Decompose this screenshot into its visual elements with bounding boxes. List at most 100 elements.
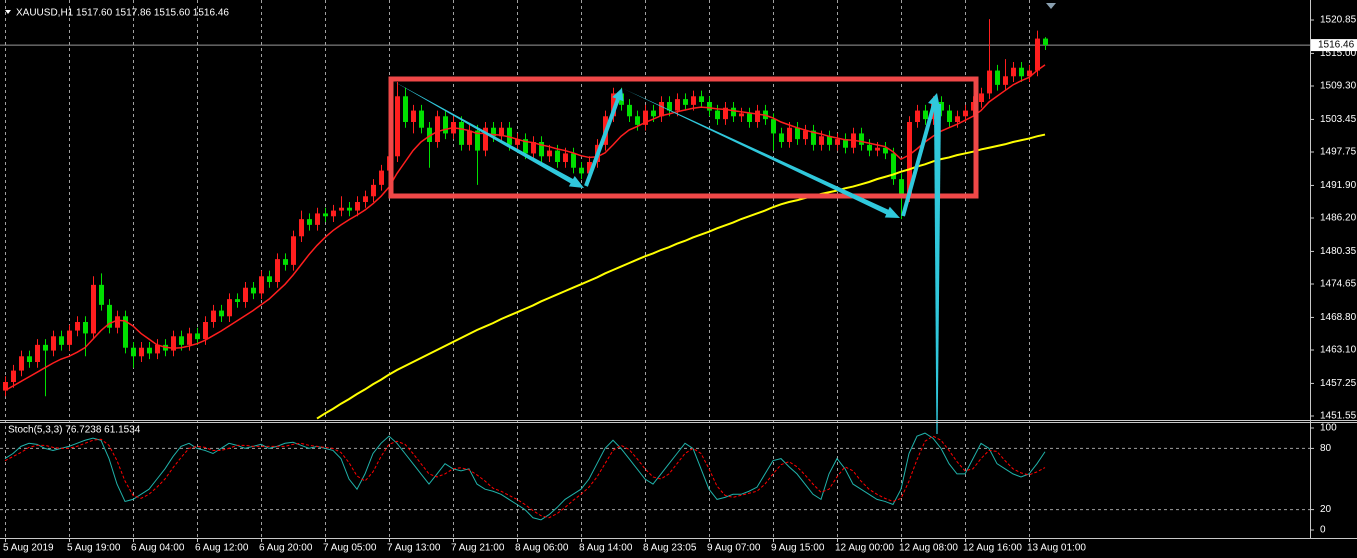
y-tick-label: 0 (1320, 525, 1326, 536)
candle-body (43, 344, 48, 351)
candle-body (699, 96, 704, 102)
candle-body (331, 210, 336, 217)
candle-body (1027, 70, 1032, 77)
candle-body (91, 284, 96, 334)
candle-body (987, 70, 992, 94)
candle-body (515, 139, 520, 145)
candle-body (979, 93, 984, 102)
candle-body (235, 299, 240, 302)
menu-triangle (5, 10, 11, 14)
line-series (4, 64, 1046, 392)
candle-body (899, 179, 904, 197)
candle-body (179, 336, 184, 345)
candle-body (547, 150, 552, 157)
candle-body (883, 147, 888, 154)
y-tick-label: 1515.00 (1320, 48, 1357, 59)
candle-body (843, 139, 848, 148)
candle-body (707, 102, 712, 111)
y-tick-label: 1463.10 (1320, 345, 1357, 356)
grid-layer (0, 0, 1310, 538)
candle-body (171, 336, 176, 351)
x-tick-label: 8 Aug 06:00 (515, 543, 569, 554)
candle-body (131, 347, 136, 357)
x-tick-label: 6 Aug 12:00 (195, 543, 249, 554)
line-series (316, 133, 1046, 420)
candle-body (195, 333, 200, 340)
y-tick-label: 1497.75 (1320, 147, 1357, 158)
candle-body (267, 276, 272, 282)
candle-body (35, 344, 40, 362)
candle-body (579, 167, 584, 174)
candle-body (339, 207, 344, 211)
candle-body (963, 110, 968, 117)
candle-body (3, 382, 8, 391)
arrow-up-2 (901, 103, 936, 217)
candle-body (251, 287, 256, 294)
arrow-up-1 (584, 98, 620, 187)
x-tick-label: 5 Aug 2019 (3, 543, 54, 554)
candle-body (155, 344, 160, 354)
candle-body (283, 259, 288, 265)
line-series (4, 435, 1046, 519)
candle-body (923, 110, 928, 120)
candle-body (443, 116, 448, 134)
candle-body (203, 322, 208, 340)
y-tick-label: 1520.85 (1320, 15, 1357, 26)
candle-body (459, 122, 464, 145)
candle-body (355, 202, 360, 211)
range-box (388, 76, 979, 199)
y-tick-label: 1491.90 (1320, 180, 1357, 191)
candle-body (651, 110, 656, 117)
candle-body (523, 139, 528, 154)
candle-body (11, 370, 16, 382)
candle-body (739, 113, 744, 117)
candle-body (683, 99, 688, 105)
candle-body (771, 119, 776, 134)
candle-body (67, 330, 72, 345)
candle-body (491, 127, 496, 137)
price-plot (3, 19, 1048, 420)
y-tick-label: 1480.35 (1320, 246, 1357, 257)
last-price-box (1311, 39, 1357, 52)
candle-body (723, 107, 728, 120)
candle-body (1003, 76, 1008, 85)
candle-body (587, 162, 592, 174)
vertical-spike (934, 104, 941, 434)
candle-body (59, 336, 64, 345)
y-tick-label: 1468.80 (1320, 312, 1357, 323)
candle-body (315, 213, 320, 225)
candle-body (467, 130, 472, 145)
x-tick-label: 6 Aug 20:00 (259, 543, 313, 554)
candle-body (819, 136, 824, 145)
candle-body (1043, 38, 1048, 46)
candle-body (955, 116, 960, 122)
candle-body (379, 170, 384, 185)
candle-body (659, 102, 664, 117)
candle-body (483, 127, 488, 151)
candle-body (835, 139, 840, 145)
x-tick-label: 5 Aug 19:00 (67, 543, 121, 554)
candle-body (1011, 67, 1016, 77)
candle-body (803, 130, 808, 140)
candle-body (275, 259, 280, 282)
candle-body (995, 70, 1000, 85)
x-tick-label: 12 Aug 08:00 (899, 543, 958, 554)
candle-body (115, 316, 120, 328)
candle-body (643, 110, 648, 125)
candle-body (691, 96, 696, 105)
candle-body (779, 133, 784, 142)
candle-body (667, 102, 672, 111)
x-tick-label: 8 Aug 23:05 (643, 543, 697, 554)
x-tick-label: 8 Aug 14:00 (579, 543, 633, 554)
x-tick-label: 7 Aug 05:00 (323, 543, 377, 554)
x-tick-label: 9 Aug 07:00 (707, 543, 761, 554)
candle-body (27, 356, 32, 362)
candle-body (939, 102, 944, 111)
candle-body (611, 93, 616, 117)
candle-body (427, 127, 432, 142)
candle-body (635, 116, 640, 125)
x-tick-label: 13 Aug 01:00 (1027, 543, 1086, 554)
